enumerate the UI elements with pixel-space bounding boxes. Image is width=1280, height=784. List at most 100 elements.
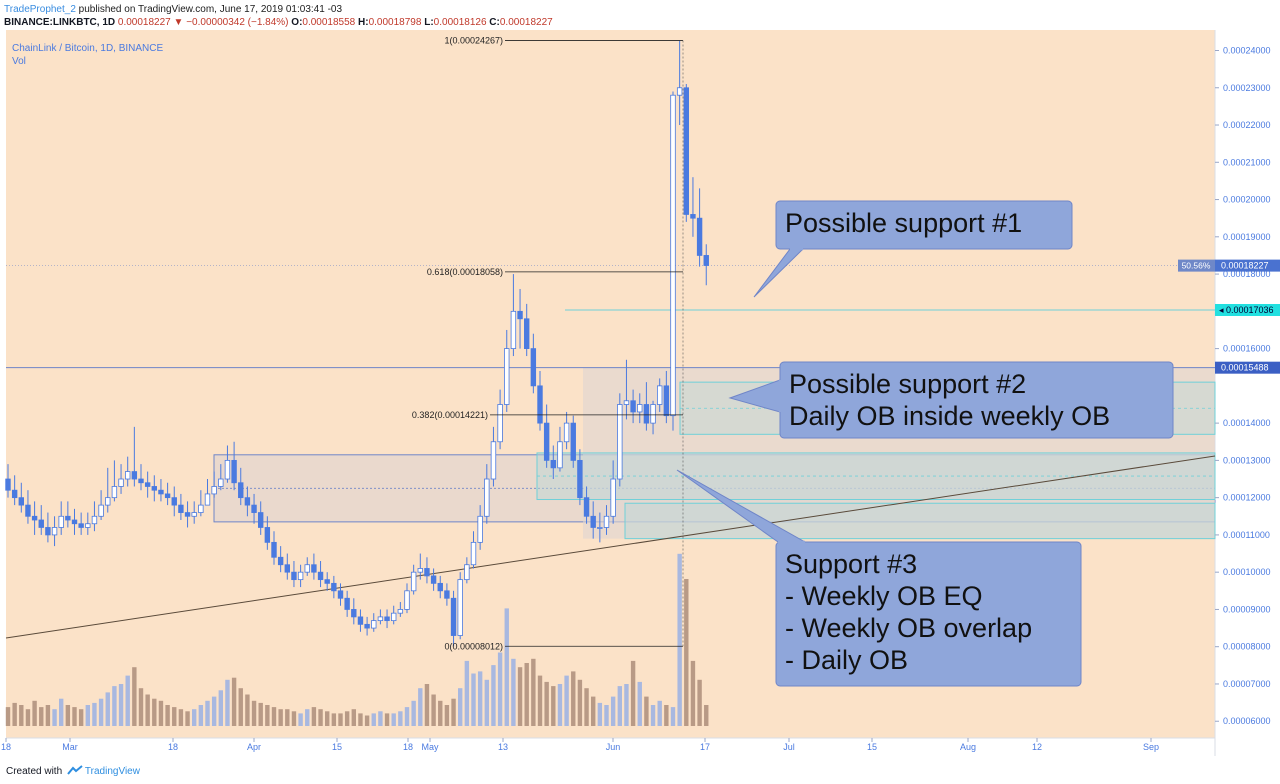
current-price-label: 0.00018227 — [1221, 261, 1269, 271]
volume-bar — [165, 705, 170, 726]
candle-body — [590, 515, 596, 528]
candle-body — [105, 497, 111, 506]
volume-bar — [451, 698, 456, 726]
candle-body — [144, 482, 151, 487]
candle-body — [517, 310, 523, 320]
high-label: H: — [358, 17, 369, 28]
volume-bar — [5, 707, 11, 726]
candle-body — [357, 616, 364, 625]
y-tick-label: 0.00023000 — [1223, 83, 1271, 93]
volume-bar — [158, 700, 164, 726]
volume-bar — [271, 707, 277, 726]
candle-body — [324, 579, 330, 584]
candle-body — [191, 512, 197, 517]
candle-body — [430, 575, 437, 584]
candle-body — [277, 556, 284, 566]
volume-bar — [145, 694, 150, 726]
volume-bar — [664, 705, 669, 726]
volume-bar — [378, 711, 383, 726]
volume-bar — [105, 692, 110, 726]
volume-bar — [19, 705, 24, 726]
volume-bar — [657, 700, 662, 726]
volume-bar — [577, 679, 583, 726]
callout-text: Possible support #1 — [785, 208, 1022, 238]
x-tick-label: 18 — [1, 742, 11, 752]
volume-bar — [604, 705, 609, 726]
volume-bar — [504, 608, 509, 726]
x-tick-label: Apr — [247, 742, 261, 752]
candle-body — [171, 497, 177, 506]
volume-bar — [497, 652, 503, 726]
volume-bar — [431, 694, 436, 726]
candle-body — [530, 348, 537, 387]
volume-bar — [551, 686, 556, 726]
volume-bar — [564, 675, 569, 726]
volume-bar — [637, 681, 642, 726]
candle-body — [696, 217, 703, 256]
candle-body — [410, 571, 417, 592]
candle-body — [524, 318, 530, 349]
callout-text: - Daily OB — [785, 645, 908, 675]
author-link[interactable]: TradeProphet_2 — [4, 4, 76, 15]
volume-bar — [251, 700, 257, 726]
candle-body — [570, 422, 576, 461]
candle-body — [231, 459, 237, 484]
candle-body — [65, 515, 71, 521]
volume-bar — [517, 667, 523, 726]
volume-bar — [338, 713, 343, 726]
volume-bar — [152, 698, 157, 726]
candle-body — [297, 571, 304, 581]
candle-body — [351, 609, 357, 618]
volume-bar — [118, 684, 124, 726]
y-tick-label: 0.00022000 — [1223, 120, 1271, 130]
price-axis — [1215, 30, 1280, 756]
volume-bar — [630, 660, 636, 726]
candle-body — [597, 527, 603, 529]
x-tick-label: Sep — [1143, 742, 1159, 752]
volume-bar — [211, 696, 217, 726]
volume-bar — [72, 707, 77, 726]
candle-body — [550, 459, 556, 469]
volume-bar — [591, 696, 596, 726]
candle-body — [583, 497, 590, 517]
symbol-label: BINANCE:LINKBTC, 1D — [4, 17, 116, 28]
candle-body — [71, 519, 78, 525]
volume-bar — [185, 711, 190, 726]
x-tick-label: 17 — [700, 742, 710, 752]
candle-body — [603, 515, 610, 528]
candle-body — [18, 497, 24, 506]
candle-body — [490, 441, 497, 480]
candle-body — [211, 486, 217, 495]
candle-body — [457, 579, 463, 636]
tradingview-brand[interactable]: TradingView — [84, 766, 140, 777]
open-value: 0.00018558 — [302, 17, 356, 28]
candle-body — [317, 571, 324, 581]
volume-bar — [78, 709, 84, 726]
volume-bar — [265, 705, 270, 726]
chart-subtitle: Vol — [12, 56, 26, 67]
candle-body — [311, 564, 317, 573]
callout-text: Possible support #2 — [789, 369, 1026, 399]
volume-bar — [305, 709, 310, 726]
candle-body — [51, 527, 58, 536]
y-tick-label: 0.00012000 — [1223, 493, 1271, 503]
volume-bar — [384, 713, 390, 726]
volume-bar — [644, 696, 649, 726]
x-tick-label: 15 — [867, 742, 877, 752]
volume-bar — [192, 709, 197, 726]
volume-bar — [617, 686, 622, 726]
y-tick-label: 0.00011000 — [1223, 530, 1270, 540]
candle-body — [98, 504, 104, 517]
y-tick-label: 0.00021000 — [1223, 157, 1271, 167]
volume-bar — [670, 707, 676, 726]
candle-body — [543, 422, 550, 461]
candle-body — [11, 489, 18, 499]
candle-body — [450, 597, 457, 636]
volume-bar — [391, 713, 396, 726]
candle-body — [284, 564, 290, 573]
volume-bar — [684, 579, 689, 726]
y-tick-label: 0.00016000 — [1223, 344, 1271, 354]
candle-body — [484, 478, 490, 517]
fib-level-label: 0(0.00008012) — [444, 641, 503, 651]
